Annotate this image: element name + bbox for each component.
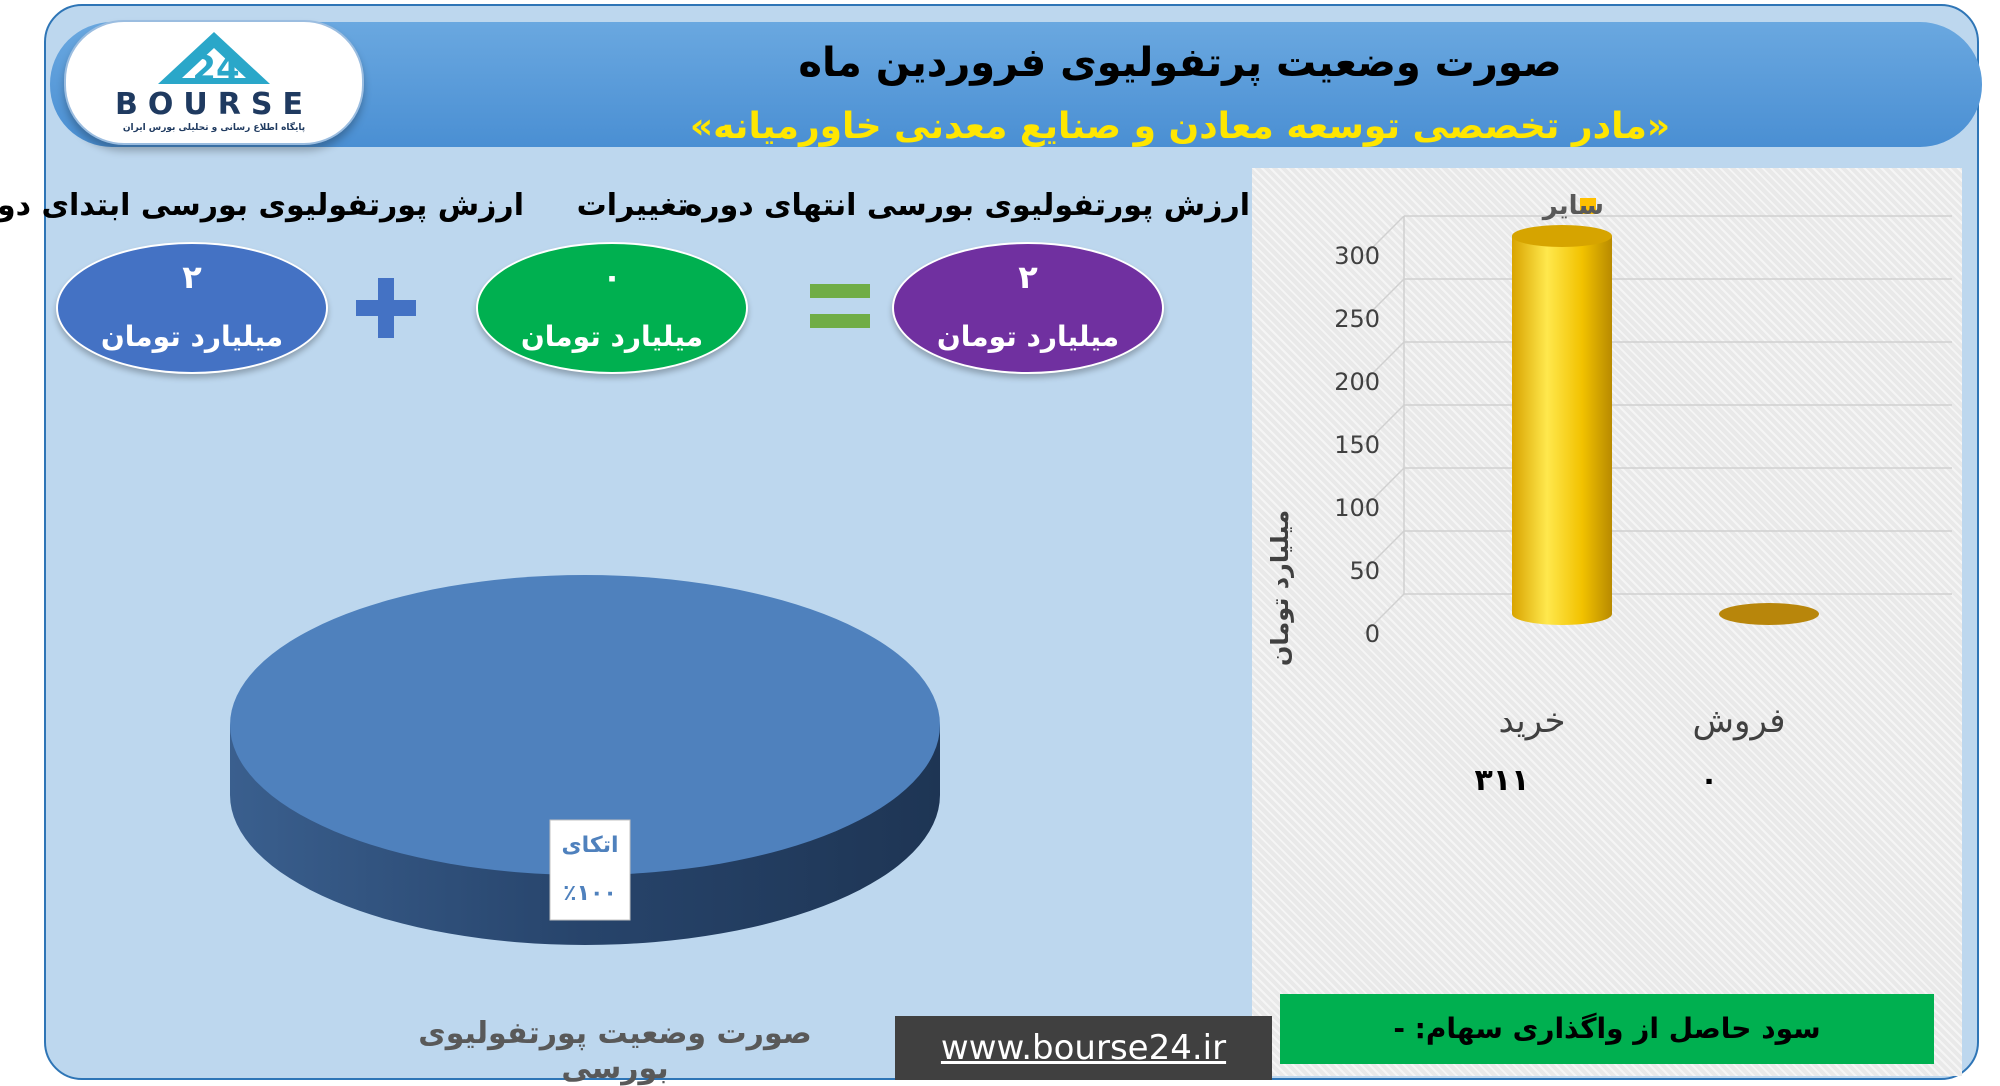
bar-top — [1719, 603, 1819, 625]
bar-chart-grid — [1363, 215, 1952, 635]
website-link[interactable]: www.bourse24.ir — [895, 1016, 1272, 1080]
change-value: ۰ — [602, 258, 622, 296]
bar-chart-bars — [1512, 225, 1819, 625]
start-value-unit: میلیارد تومان — [100, 320, 284, 353]
end-value-unit: میلیارد تومان — [936, 320, 1120, 353]
change-unit: میلیارد تومان — [520, 320, 704, 353]
category-label: خرید — [1498, 701, 1565, 741]
ytick-label: 300 — [1334, 242, 1380, 270]
gridline-depth — [1363, 341, 1405, 383]
pie-slice-value: ٪۱۰۰ — [563, 881, 617, 906]
start-value-ellipse: ۲ میلیارد تومان — [56, 242, 328, 374]
logo-graphic: 24 BOURSE پایگاه اطلاع رسانی و تحلیلی بو… — [115, 32, 313, 133]
bar-body — [1512, 236, 1612, 614]
start-value-label: ارزش پورتفولیوی بورسی ابتدای دوره — [0, 188, 524, 223]
pie-slice-label: اتکای — [561, 833, 618, 858]
pie-caption: صورت وضعیت پورتفولیوی بورسی — [418, 1016, 812, 1086]
change-label: تغییرات — [576, 188, 689, 223]
page-title: صورت وضعیت پرتفولیوی فروردین ماه — [798, 40, 1562, 86]
header-banner: صورت وضعیت پرتفولیوی فروردین ماه «مادر ت… — [50, 22, 1982, 147]
logo-word: BOURSE — [115, 87, 313, 122]
plus-sign — [356, 278, 416, 338]
start-value: ۲ — [182, 258, 202, 296]
gridline-depth — [1363, 467, 1405, 509]
bar-top — [1512, 225, 1612, 247]
ytick-label: 100 — [1334, 494, 1380, 522]
change-ellipse: ۰ میلیارد تومان — [476, 242, 748, 374]
legend-label-sayer: سایر — [1541, 191, 1604, 221]
bar-value-label: ۳۱۱ — [1475, 763, 1530, 798]
profit-box: سود حاصل از واگذاری سهام: - — [1280, 994, 1934, 1064]
gridline-depth — [1363, 530, 1405, 572]
ytick-label: 250 — [1334, 305, 1380, 333]
page-subtitle: «مادر تخصصی توسعه معادن و صنایع معدنی خا… — [689, 106, 1671, 147]
legend-swatch-sayer — [1580, 198, 1596, 214]
bar-chart-yticks: 0 50 100 150 200 250 300 — [1334, 242, 1380, 648]
gridline-depth — [1363, 278, 1405, 320]
category-label: فروش — [1693, 701, 1786, 741]
bar-value-label: ۰ — [1700, 763, 1718, 798]
equals-sign — [810, 284, 870, 330]
end-value-label: ارزش پورتفولیوی بورسی انتهای دوره — [684, 188, 1250, 223]
bar-chart: 0 50 100 150 200 250 300 خرید فروش ۳۱۱ ۰ سایر می… — [1266, 191, 1952, 798]
bar-chart-categories: خرید فروش — [1498, 701, 1785, 741]
bar-base — [1512, 603, 1612, 625]
logo-tagline: پایگاه اطلاع رسانی و تحلیلی بورس ایران — [123, 121, 305, 133]
ytick-label: 150 — [1334, 431, 1380, 459]
ytick-label: 0 — [1365, 620, 1380, 648]
end-value: ۲ — [1018, 258, 1038, 296]
bar-chart-value-labels: ۳۱۱ ۰ — [1475, 763, 1719, 798]
bourse24-logo: 24 BOURSE پایگاه اطلاع رسانی و تحلیلی بو… — [64, 20, 364, 145]
gridline-depth — [1363, 404, 1405, 446]
logo-number: 24 — [192, 49, 239, 89]
logo-roof-inner — [182, 48, 246, 78]
gridline-depth — [1363, 215, 1405, 257]
gridline-depth — [1363, 593, 1405, 635]
pie-slice-etkai — [230, 575, 940, 875]
end-value-ellipse: ۲ میلیارد تومان — [892, 242, 1164, 374]
pie-data-label-box — [549, 819, 631, 921]
pie-chart: اتکای ٪۱۰۰ — [230, 575, 940, 945]
ytick-label: 50 — [1349, 557, 1380, 585]
ytick-label: 200 — [1334, 368, 1380, 396]
bar-chart-ylabel: میلیارد تومان — [1266, 510, 1294, 666]
